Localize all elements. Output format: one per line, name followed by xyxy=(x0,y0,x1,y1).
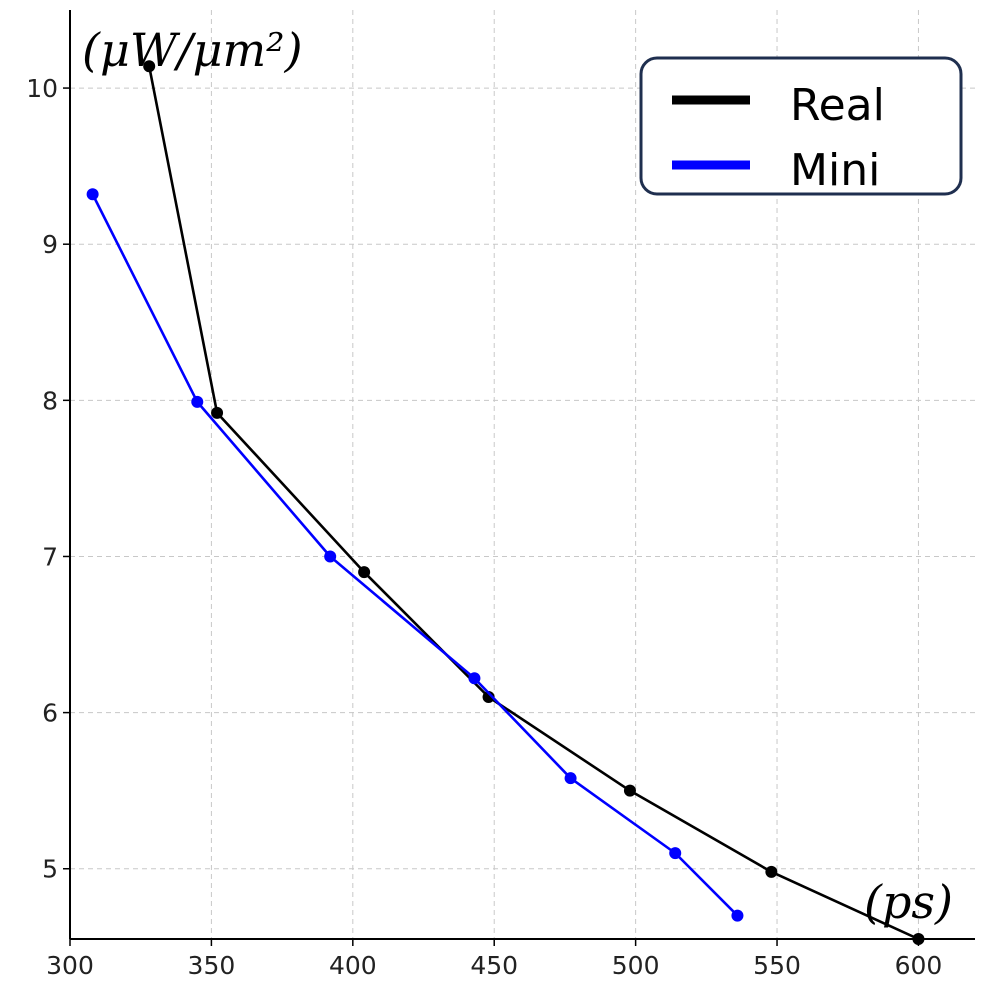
legend-box xyxy=(639,56,963,196)
data-point-real-6 xyxy=(912,933,925,945)
data-point-real-0 xyxy=(143,60,156,73)
legend-label-real: Real xyxy=(790,80,885,131)
data-point-real-5 xyxy=(765,865,778,878)
x-tick-label-400: 400 xyxy=(329,951,377,980)
series-layer xyxy=(86,60,925,945)
legend-label-mini: Mini xyxy=(790,145,880,196)
data-point-mini-4 xyxy=(564,772,577,785)
data-point-real-3 xyxy=(482,690,495,703)
y-tick-label-8: 8 xyxy=(42,386,58,415)
grid xyxy=(70,10,975,939)
data-point-mini-3 xyxy=(468,672,481,685)
x-tick-label-500: 500 xyxy=(612,951,660,980)
y-tick-label-5: 5 xyxy=(42,855,58,884)
data-point-mini-1 xyxy=(191,395,204,408)
y-tick-label-7: 7 xyxy=(42,542,58,571)
tick-labels: 300 350 400 450 500 550 600 5 6 7 8 9 10 xyxy=(26,74,942,980)
data-point-real-1 xyxy=(211,406,224,419)
data-point-mini-0 xyxy=(86,188,99,201)
x-tick-label-300: 300 xyxy=(46,951,94,980)
x-tick-label-600: 600 xyxy=(895,951,943,980)
x-tick-label-450: 450 xyxy=(470,951,518,980)
data-point-mini-2 xyxy=(324,550,337,563)
data-point-real-4 xyxy=(623,784,636,797)
x-tick-label-350: 350 xyxy=(188,951,236,980)
y-tick-label-6: 6 xyxy=(42,699,58,728)
x-axis-unit-label: (ps) xyxy=(864,875,953,929)
y-tick-label-9: 9 xyxy=(42,230,58,259)
series-mini xyxy=(86,188,744,922)
y-axis-unit-label: (μW/μm²) xyxy=(82,23,303,77)
x-tick-label-550: 550 xyxy=(753,951,801,980)
data-point-mini-6 xyxy=(731,909,744,922)
legend: Real Mini xyxy=(639,56,963,196)
axes xyxy=(63,10,975,946)
series-real xyxy=(143,60,925,945)
data-point-mini-5 xyxy=(669,847,682,860)
data-point-real-2 xyxy=(358,566,371,579)
y-tick-label-10: 10 xyxy=(26,74,58,103)
